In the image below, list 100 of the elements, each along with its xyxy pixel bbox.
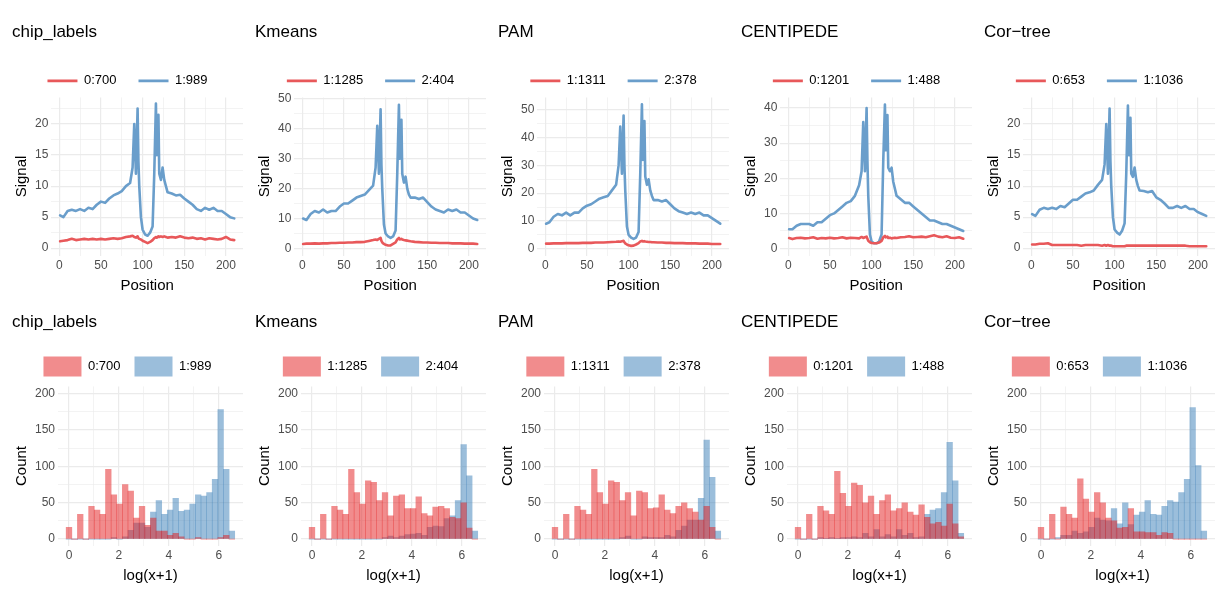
y-tick-label: 200 [34, 385, 56, 400]
x-tick-label: 0 [308, 548, 316, 563]
y-tick-label: 40 [277, 121, 292, 136]
x-tick-label: 150 [660, 258, 681, 273]
x-tick-label: 0 [65, 548, 73, 563]
x-tick-label: 50 [94, 258, 108, 273]
y-axis-title: Signal [741, 155, 759, 198]
chart-title: Cor−tree [984, 311, 1051, 331]
y-tick-label: 100 [520, 458, 542, 473]
x-axis-title: Position [1092, 276, 1146, 294]
x-tick-label: 2 [844, 548, 852, 563]
y-axis-title: Signal [255, 155, 273, 198]
x-tick-label: 50 [580, 258, 594, 273]
x-axis-title: log(x+1) [852, 566, 907, 584]
legend-label: 1:488 [911, 357, 945, 373]
legend-label: 1:1311 [570, 357, 610, 373]
x-tick-label: 50 [337, 258, 351, 273]
y-tick-label: 50 [1013, 495, 1028, 510]
legend-label: 1:488 [907, 72, 941, 88]
y-tick-label: 20 [520, 185, 535, 200]
x-axis-title: Position [606, 276, 660, 294]
legend-label: 2:378 [668, 357, 701, 373]
y-tick-label: 30 [520, 157, 535, 172]
legend-label: 1:1285 [323, 72, 364, 88]
x-tick-label: 4 [1137, 548, 1145, 563]
x-tick-label: 200 [701, 258, 723, 273]
x-tick-label: 200 [458, 258, 480, 273]
y-tick-label: 0 [770, 240, 778, 255]
y-tick-label: 200 [1006, 385, 1028, 400]
x-axis-title: Position [363, 276, 417, 294]
y-tick-label: 50 [527, 495, 542, 510]
chart-title: chip_labels [12, 311, 98, 331]
chart-title: PAM [498, 21, 534, 41]
y-tick-label: 15 [1006, 147, 1021, 162]
y-tick-label: 200 [763, 385, 785, 400]
y-tick-label: 150 [763, 422, 785, 437]
legend-label: 0:1201 [813, 357, 854, 373]
legend-label: 0:1201 [809, 72, 850, 88]
x-tick-label: 150 [417, 258, 438, 273]
y-axis-title: Count [741, 445, 759, 487]
x-tick-label: 100 [861, 258, 882, 273]
x-tick-label: 4 [408, 548, 416, 563]
x-tick-label: 0 [1037, 548, 1045, 563]
y-tick-label: 150 [1006, 422, 1028, 437]
y-tick-label: 100 [277, 458, 299, 473]
x-tick-label: 200 [215, 258, 237, 273]
x-tick-label: 6 [701, 548, 709, 563]
chart-title: chip_labels [12, 21, 98, 41]
x-tick-label: 0 [551, 548, 559, 563]
x-tick-label: 200 [944, 258, 966, 273]
x-tick-label: 4 [165, 548, 173, 563]
x-tick-label: 0 [794, 548, 802, 563]
y-tick-label: 0 [777, 531, 785, 546]
x-tick-label: 6 [458, 548, 466, 563]
x-tick-label: 2 [115, 548, 123, 563]
y-tick-label: 10 [1006, 178, 1021, 193]
legend-label: 1:989 [175, 72, 208, 88]
y-tick-label: 150 [277, 422, 299, 437]
y-tick-label: 0 [41, 240, 49, 255]
y-tick-label: 0 [527, 240, 535, 255]
y-tick-label: 0 [284, 240, 292, 255]
x-axis-title: log(x+1) [609, 566, 664, 584]
y-tick-label: 50 [770, 495, 785, 510]
x-tick-label: 50 [823, 258, 837, 273]
y-tick-label: 10 [34, 178, 49, 193]
legend-label: 1:989 [179, 357, 212, 373]
y-axis-title: Signal [498, 155, 516, 198]
y-axis-title: Count [498, 445, 516, 487]
y-axis-title: Count [12, 445, 30, 487]
y-tick-label: 0 [1020, 531, 1028, 546]
y-tick-label: 20 [763, 170, 778, 185]
x-tick-label: 100 [1104, 258, 1125, 273]
y-tick-label: 0 [1013, 240, 1021, 255]
y-tick-label: 10 [763, 205, 778, 220]
y-tick-label: 20 [1006, 116, 1021, 131]
x-tick-label: 50 [1066, 258, 1080, 273]
y-tick-label: 200 [520, 385, 542, 400]
legend-label: 0:653 [1052, 72, 1085, 88]
legend-label: 0:700 [87, 357, 121, 373]
x-tick-label: 6 [944, 548, 952, 563]
chart-title: Cor−tree [984, 21, 1051, 41]
y-tick-label: 15 [34, 147, 49, 162]
y-axis-title: Count [255, 445, 273, 487]
x-axis-title: Position [120, 276, 174, 294]
y-axis-title: Count [984, 445, 1002, 487]
y-tick-label: 150 [520, 422, 542, 437]
y-tick-label: 5 [41, 209, 49, 224]
x-tick-label: 150 [1146, 258, 1167, 273]
x-tick-label: 2 [1087, 548, 1095, 563]
y-tick-label: 0 [534, 531, 542, 546]
y-tick-label: 50 [41, 495, 56, 510]
x-tick-label: 100 [132, 258, 153, 273]
x-tick-label: 2 [358, 548, 366, 563]
y-tick-label: 10 [520, 213, 535, 228]
chart-title: Kmeans [255, 21, 318, 41]
x-tick-label: 6 [215, 548, 223, 563]
y-axis-title: Signal [12, 155, 30, 198]
y-tick-label: 20 [277, 180, 292, 195]
x-axis-title: Position [849, 276, 903, 294]
y-tick-label: 100 [34, 458, 56, 473]
